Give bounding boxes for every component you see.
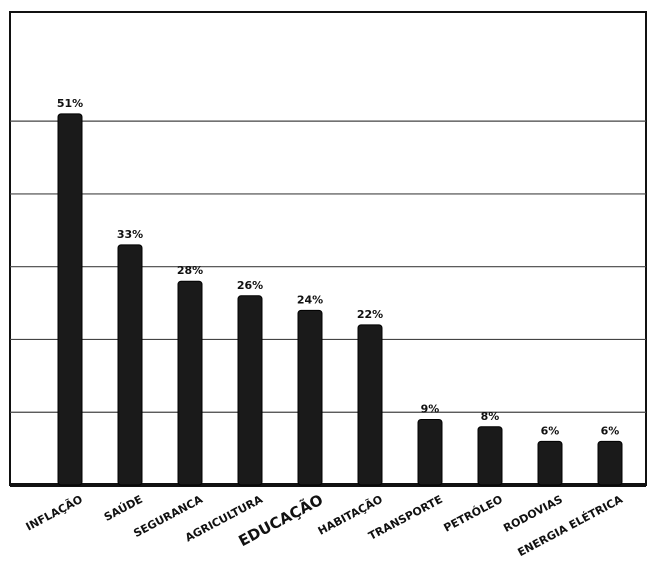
value-label: 6%	[601, 424, 620, 437]
bar	[117, 244, 143, 486]
bar	[297, 309, 323, 486]
bar	[357, 324, 383, 486]
plot-frame	[9, 11, 647, 486]
value-label: 28%	[177, 264, 203, 277]
x-tick-label: INFLAÇÃO	[24, 493, 85, 534]
bar	[177, 280, 203, 486]
value-label: 6%	[541, 424, 560, 437]
value-label: 51%	[57, 97, 83, 110]
value-label: 9%	[421, 403, 440, 416]
value-label: 24%	[297, 293, 323, 306]
bar	[597, 440, 623, 486]
bar	[237, 295, 263, 486]
value-label: 26%	[237, 279, 263, 292]
value-label: 22%	[357, 308, 383, 321]
bar	[477, 426, 503, 486]
x-tick-label: ENERGIA ELÉTRICA	[516, 493, 626, 560]
x-tick-label: PETRÓLEO	[442, 493, 505, 535]
x-tick-label: SAÚDE	[102, 493, 145, 524]
bar	[57, 113, 83, 486]
bar	[417, 419, 443, 486]
bar	[537, 440, 563, 486]
value-label: 33%	[117, 228, 143, 241]
value-label: 8%	[481, 410, 500, 423]
